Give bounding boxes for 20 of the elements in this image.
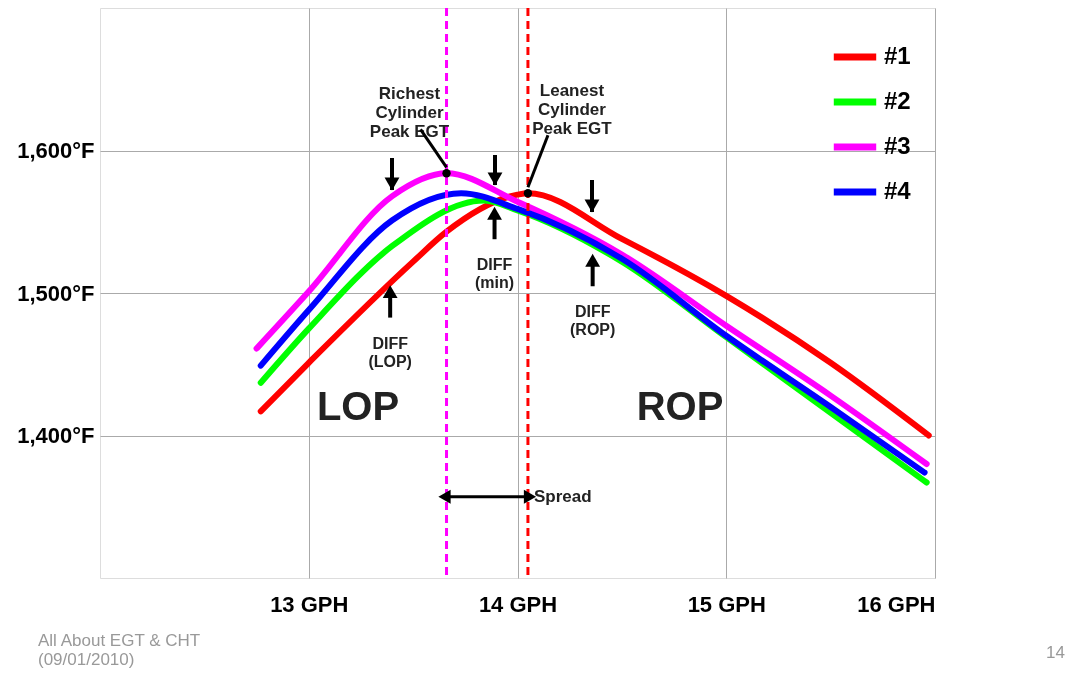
legend-label: #2 [884,87,911,114]
annotation: Spread [533,486,592,506]
annotation: DIFF (ROP) [569,303,616,339]
annotation: ROP [636,384,724,428]
legend-label: #3 [884,132,911,159]
legend-label: #4 [884,177,912,204]
y-tick-label: 1,500°F [17,280,95,306]
x-tick-label: 13 GPH [270,591,349,617]
annotation: Leanest Cylinder Peak EGT [532,81,613,139]
text: All About EGT & CHT (09/01/2010) [38,631,201,669]
text: 14 [1046,643,1065,662]
annotation: DIFF (LOP) [368,334,412,370]
x-tick-label: 16 GPH [857,591,936,617]
y-tick-label: 1,600°F [17,138,95,163]
annotation: LOP [316,384,400,428]
x-tick-label: 15 GPH [687,591,766,617]
annotation: DIFF (min) [474,256,515,292]
legend-label: #1 [884,42,911,69]
y-tick-label: 1,400°F [17,423,95,448]
x-tick-label: 14 GPH [478,591,558,617]
